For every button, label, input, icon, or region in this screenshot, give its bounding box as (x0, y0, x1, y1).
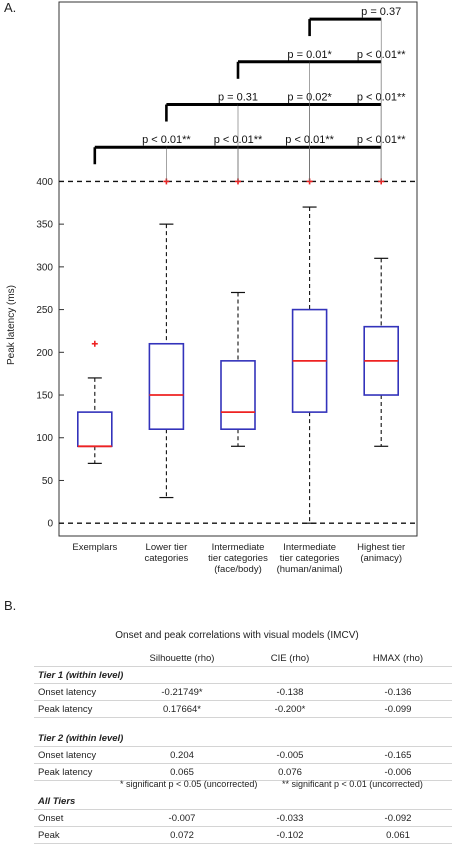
y-tick-label: 100 (36, 433, 53, 444)
category-label-line: tier categories (280, 553, 340, 564)
header-cell-empty (34, 650, 128, 667)
section-row-all-tiers: All Tiers (34, 793, 452, 810)
p-value-label: p < 0.01** (357, 134, 406, 146)
section-row-tier2: Tier 2 (within level) (34, 730, 452, 747)
p-value-label: p < 0.01** (357, 92, 406, 104)
cell-silhouette: 0.065 (128, 763, 236, 781)
category-label-line: categories (144, 553, 188, 564)
table-row: Peak latency 0.17664* -0.200* -0.099 (34, 700, 452, 718)
correlation-table: Silhouette (rho) CIE (rho) HMAX (rho) Ti… (34, 650, 452, 844)
cell-cie: -0.200* (236, 700, 344, 718)
spacer-row (34, 718, 452, 731)
cell-hmax: -0.092 (344, 809, 452, 827)
category-label-line: (animacy) (360, 553, 402, 564)
y-tick-label: 300 (36, 262, 53, 273)
row-label: Peak latency (34, 763, 128, 781)
table-row: Onset latency 0.204 -0.005 -0.165 (34, 746, 452, 764)
y-tick-label: 150 (36, 391, 53, 402)
panel-a-label: A. (4, 0, 17, 15)
p-value-label: p = 0.31 (218, 92, 258, 104)
y-tick-label: 250 (36, 305, 53, 316)
cell-silhouette: -0.21749* (128, 683, 236, 701)
row-label: Onset latency (34, 683, 128, 701)
y-tick-label: 200 (36, 348, 53, 359)
row-label: Onset (34, 809, 128, 827)
section-title: Tier 2 (within level) (34, 730, 452, 747)
box (220, 360, 256, 430)
cell-hmax: -0.099 (344, 700, 452, 718)
p-value-label: p < 0.01** (142, 134, 191, 146)
table-row: Onset -0.007 -0.033 -0.092 (34, 809, 452, 827)
table-row: Peak 0.072 -0.102 0.061 (34, 826, 452, 844)
row-label: Peak latency (34, 700, 128, 718)
cell-cie: -0.102 (236, 826, 344, 844)
cell-silhouette: -0.007 (128, 809, 236, 827)
p-value-label: p < 0.01** (285, 134, 334, 146)
section-row-tier1: Tier 1 (within level) (34, 666, 452, 684)
footnote-double-star: ** significant p < 0.01 (uncorrected) (282, 779, 423, 789)
section-title: Tier 1 (within level) (34, 666, 452, 684)
y-tick-label: 400 (36, 177, 53, 188)
y-tick-label: 50 (42, 476, 54, 487)
category-label: Highest tier (animacy) (357, 542, 405, 564)
cell-hmax: -0.165 (344, 746, 452, 764)
category-label: Intermediate tier categories (face/body) (208, 542, 268, 575)
row-label: Onset latency (34, 746, 128, 764)
category-label-line: Lower tier (146, 542, 188, 553)
box (148, 342, 185, 431)
category-label-line: (human/animal) (277, 564, 343, 575)
table-header-row: Silhouette (rho) CIE (rho) HMAX (rho) (34, 650, 452, 667)
category-label-line: (face/body) (214, 564, 262, 575)
category-label-line: tier categories (208, 553, 268, 564)
category-label: Exemplars (72, 542, 117, 553)
header-cie: CIE (rho) (236, 650, 344, 667)
p-value-label: p = 0.01* (287, 49, 332, 61)
cell-cie: -0.138 (236, 683, 344, 701)
p-value-label: p < 0.01** (357, 49, 406, 61)
table-title: Onset and peak correlations with visual … (115, 630, 359, 641)
cell-silhouette: 0.204 (128, 746, 236, 764)
footnote-single-star: * significant p < 0.05 (uncorrected) (120, 779, 258, 789)
plot-frame (58, 1, 418, 537)
cell-cie: 0.076 (236, 763, 344, 781)
box-plot: 0 50 100 150 200 250 300 350 400 Exemplars Lower t… (6, 1, 418, 575)
header-hmax: HMAX (rho) (344, 650, 452, 667)
p-value-label: p < 0.01** (214, 134, 263, 146)
p-value-label: p = 0.02* (287, 92, 332, 104)
section-title: All Tiers (34, 793, 452, 810)
cell-silhouette: 0.17664* (128, 700, 236, 718)
cell-hmax: 0.061 (344, 826, 452, 844)
row-label: Peak (34, 826, 128, 844)
category-label-line: Intermediate (212, 542, 265, 553)
box (77, 411, 113, 448)
category-label-line: Highest tier (357, 542, 405, 553)
cell-cie: -0.005 (236, 746, 344, 764)
category-label: Lower tier categories (144, 542, 188, 564)
panel-b-label: B. (4, 598, 17, 613)
cell-hmax: -0.136 (344, 683, 452, 701)
y-axis-label: Peak latency (ms) (6, 285, 17, 365)
table-row: Peak latency 0.065 0.076 -0.006 (34, 763, 452, 781)
cell-cie: -0.033 (236, 809, 344, 827)
y-tick-label: 350 (36, 220, 53, 231)
category-label-line: Intermediate (283, 542, 336, 553)
p-value-label: p = 0.37 (361, 6, 401, 18)
y-tick-label: 0 (47, 519, 53, 530)
category-label-line: Exemplars (72, 542, 117, 553)
category-label: Intermediate tier categories (human/animal… (277, 542, 343, 575)
cell-silhouette: 0.072 (128, 826, 236, 844)
table-row: Onset latency -0.21749* -0.138 -0.136 (34, 683, 452, 701)
cell-hmax: -0.006 (344, 763, 452, 781)
header-silhouette: Silhouette (rho) (128, 650, 236, 667)
